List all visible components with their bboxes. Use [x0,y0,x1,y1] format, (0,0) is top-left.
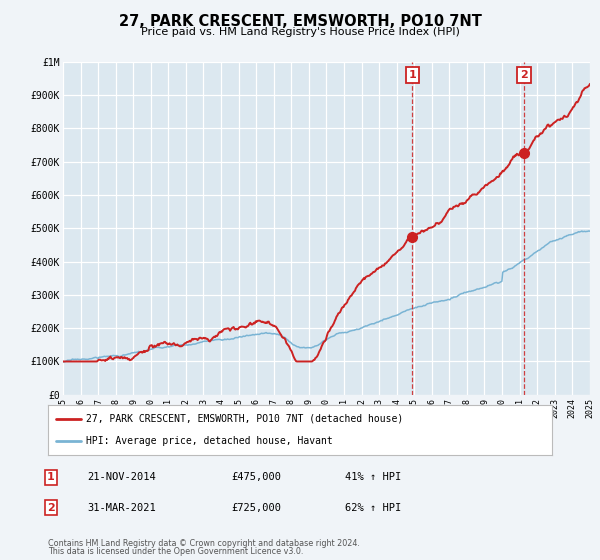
Text: Price paid vs. HM Land Registry's House Price Index (HPI): Price paid vs. HM Land Registry's House … [140,27,460,38]
Text: HPI: Average price, detached house, Havant: HPI: Average price, detached house, Hava… [86,436,332,446]
Text: 62% ↑ HPI: 62% ↑ HPI [345,503,401,513]
Text: 2: 2 [47,503,55,513]
Text: Contains HM Land Registry data © Crown copyright and database right 2024.: Contains HM Land Registry data © Crown c… [48,539,360,548]
Text: 41% ↑ HPI: 41% ↑ HPI [345,472,401,482]
Text: £475,000: £475,000 [231,472,281,482]
Text: 27, PARK CRESCENT, EMSWORTH, PO10 7NT: 27, PARK CRESCENT, EMSWORTH, PO10 7NT [119,14,481,29]
Text: 27, PARK CRESCENT, EMSWORTH, PO10 7NT (detached house): 27, PARK CRESCENT, EMSWORTH, PO10 7NT (d… [86,414,403,424]
Text: 1: 1 [409,70,416,80]
Text: £725,000: £725,000 [231,503,281,513]
Text: 21-NOV-2014: 21-NOV-2014 [87,472,156,482]
Text: 31-MAR-2021: 31-MAR-2021 [87,503,156,513]
Text: This data is licensed under the Open Government Licence v3.0.: This data is licensed under the Open Gov… [48,547,304,556]
Text: 1: 1 [47,472,55,482]
Text: 2: 2 [520,70,528,80]
